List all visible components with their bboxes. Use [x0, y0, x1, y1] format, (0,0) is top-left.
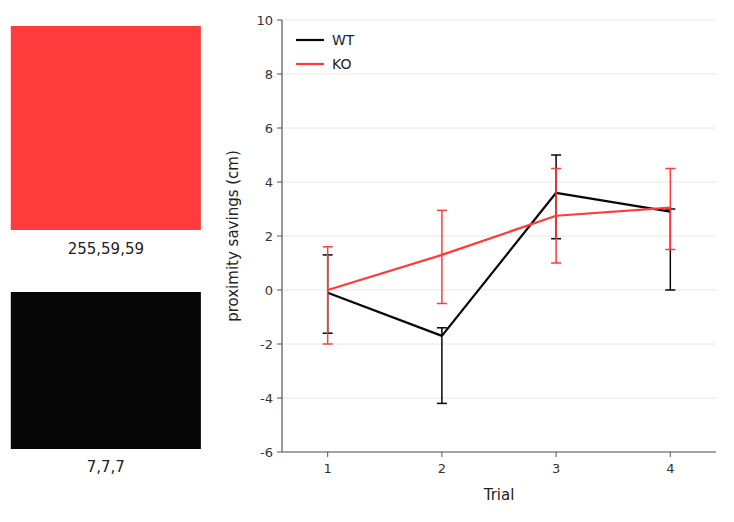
grid-line [282, 74, 716, 75]
x-tick [670, 452, 671, 457]
x-tick-label: 4 [666, 461, 674, 476]
legend: WT KO [296, 32, 355, 72]
legend-swatch [296, 63, 324, 65]
chart-svg: 255,59,597,7,7-6-4-202468101234Trialprox… [0, 0, 734, 522]
y-tick [277, 344, 282, 345]
error-bar-cap [551, 262, 561, 264]
y-tick-label: 6 [265, 121, 273, 136]
y-tick [277, 236, 282, 237]
x-tick [556, 452, 557, 457]
error-bar-cap [665, 168, 675, 170]
error-bar-cap [437, 303, 447, 305]
series-line [328, 208, 671, 290]
color-swatch [11, 292, 201, 449]
error-bar-cap [437, 210, 447, 212]
x-tick [327, 452, 328, 457]
error-bar-stem [441, 210, 443, 303]
grid-line [282, 398, 716, 399]
error-bar-stem [670, 169, 672, 250]
color-swatch [11, 26, 201, 230]
swatch-label: 7,7,7 [87, 458, 125, 476]
series-line [328, 193, 671, 336]
y-tick [277, 398, 282, 399]
y-tick-label: -6 [260, 445, 273, 460]
grid-line [282, 20, 716, 21]
x-axis-line [282, 451, 716, 452]
x-tick-label: 2 [438, 461, 446, 476]
x-tick-label: 1 [324, 461, 332, 476]
error-bar-cap [665, 249, 675, 251]
y-tick-label: 4 [265, 175, 273, 190]
error-bar-cap [437, 403, 447, 405]
legend-swatch [296, 39, 324, 41]
y-tick [277, 182, 282, 183]
chart-container: 255,59,597,7,7-6-4-202468101234Trialprox… [0, 0, 734, 522]
error-bar-cap [437, 327, 447, 329]
grid-line [282, 452, 716, 453]
error-bar-stem [441, 328, 443, 404]
y-tick [277, 452, 282, 453]
y-tick [277, 290, 282, 291]
y-tick [277, 128, 282, 129]
y-tick-label: -4 [260, 391, 273, 406]
plot-area [323, 155, 676, 403]
x-tick [441, 452, 442, 457]
grid-line [282, 344, 716, 345]
y-tick-label: 8 [265, 67, 273, 82]
y-tick-label: 2 [265, 229, 273, 244]
grid-line [282, 182, 716, 183]
x-axis-label: Trial [483, 486, 515, 504]
error-bar-cap [665, 289, 675, 291]
error-bar-cap [323, 246, 333, 248]
error-bar-cap [551, 154, 561, 156]
axes: -6-4-202468101234 [256, 13, 716, 477]
y-axis-label: proximity savings (cm) [224, 150, 242, 322]
error-bar-cap [323, 343, 333, 345]
series [323, 169, 676, 345]
grid-line [282, 128, 716, 129]
x-tick-label: 3 [552, 461, 560, 476]
y-tick-label: 0 [265, 283, 273, 298]
error-bar-cap [551, 168, 561, 170]
series [323, 155, 676, 403]
error-bar [323, 247, 333, 344]
error-bar [437, 328, 447, 404]
y-tick-label: 10 [256, 13, 273, 28]
swatch-panel: 255,59,59 7,7,7 [11, 26, 201, 476]
y-tick [277, 74, 282, 75]
swatch-label: 255,59,59 [68, 240, 144, 258]
legend-label: KO [332, 56, 351, 72]
y-tick [277, 20, 282, 21]
y-axis-line [281, 20, 282, 452]
grid-line [282, 290, 716, 291]
error-bar-stem [327, 247, 329, 344]
legend-label: WT [332, 32, 355, 48]
y-tick-label: -2 [260, 337, 273, 352]
